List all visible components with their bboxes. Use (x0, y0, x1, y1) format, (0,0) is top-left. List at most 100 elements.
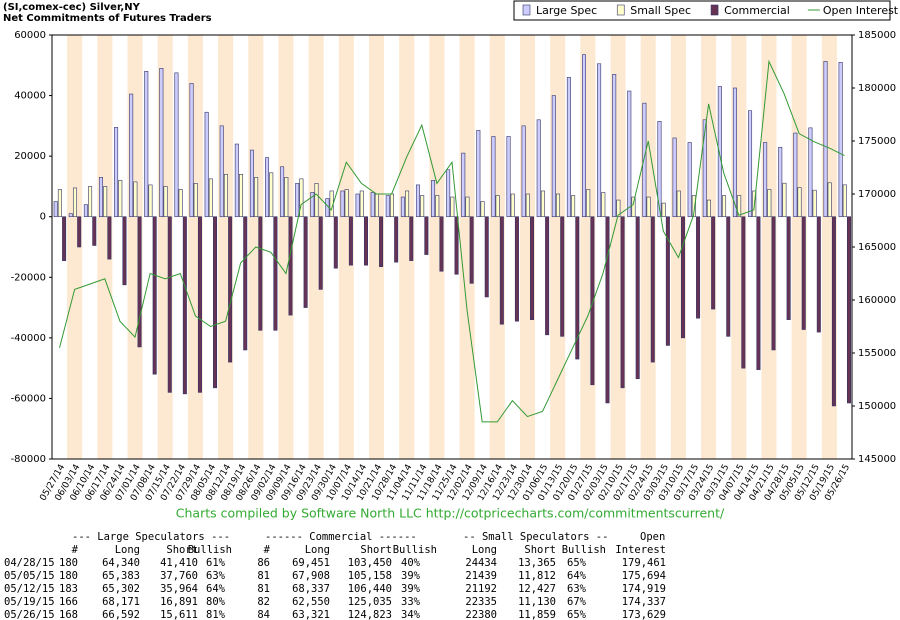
bar (461, 152, 466, 218)
table-cell: 39% (401, 583, 421, 595)
bar (72, 187, 77, 218)
table-cell: 175,694 (622, 570, 666, 582)
y-tick-label: 60000 (14, 30, 46, 41)
bar (696, 216, 701, 319)
table-cell: 12,427 (518, 583, 556, 595)
y2-tick-label: 145000 (858, 454, 896, 465)
table-header: Bullish (562, 544, 606, 556)
table-header: Short (524, 544, 556, 556)
bar (107, 216, 112, 260)
credit: Charts compiled by Software North LLC ht… (176, 506, 725, 521)
stripe (97, 35, 113, 459)
table-cell: 05/19/15 (4, 596, 55, 608)
bar (763, 142, 768, 218)
stripe (67, 35, 83, 459)
bar (394, 216, 399, 263)
bar (657, 121, 662, 218)
bar (842, 184, 847, 218)
bar (808, 127, 813, 218)
bar (450, 196, 455, 218)
bar (454, 216, 459, 275)
table-cell: 61% (206, 557, 226, 569)
bar (465, 196, 470, 218)
bar (722, 195, 727, 218)
table-cell: 40% (401, 557, 421, 569)
bar (295, 183, 300, 218)
table-header: Long (472, 544, 497, 556)
bar (249, 149, 254, 218)
y2-tick-label: 170000 (858, 189, 896, 200)
table-cell: 86 (257, 557, 270, 569)
bar (103, 186, 108, 218)
table-cell: 67,908 (292, 570, 330, 582)
bar (340, 190, 345, 218)
table-cell: 05/26/15 (4, 609, 55, 620)
table-cell: 173,629 (622, 609, 666, 620)
bar (400, 196, 405, 218)
bar (778, 146, 783, 218)
table-cell: 125,035 (348, 596, 392, 608)
bar (83, 204, 88, 218)
bar (782, 182, 787, 218)
legend-swatch (522, 4, 531, 16)
bar (847, 216, 852, 404)
table-header: # (264, 544, 271, 556)
table-cell: 174,919 (622, 583, 666, 595)
bar (586, 189, 591, 218)
bar (737, 195, 742, 218)
bar (129, 93, 134, 218)
table-cell: 41,410 (160, 557, 198, 569)
stripe (278, 35, 294, 459)
bar (612, 74, 617, 218)
legend-swatch (616, 4, 625, 16)
table-group-header: ------ Commercial ------ (265, 531, 417, 543)
bar (197, 216, 202, 393)
table-cell: 11,812 (518, 570, 556, 582)
bar (273, 216, 278, 331)
bar (816, 216, 821, 333)
y2-tick-label: 155000 (858, 348, 896, 359)
bar (333, 216, 338, 269)
y-tick-label: -40000 (11, 333, 46, 344)
bar (476, 130, 481, 218)
bar (228, 216, 233, 363)
bar (620, 216, 625, 389)
bar (717, 86, 722, 218)
bar (431, 180, 436, 218)
table-group-header: --- Large Speculators --- (72, 531, 230, 543)
bar (92, 216, 97, 246)
table-group-header: -- Small Speculators -- (463, 531, 608, 543)
table-cell: 81% (206, 609, 226, 620)
bar (182, 216, 187, 395)
bar (53, 201, 58, 218)
bar (77, 216, 82, 248)
bar (741, 216, 746, 369)
bar (469, 216, 474, 284)
bar (348, 216, 353, 266)
bar (424, 216, 429, 255)
stripe (338, 35, 354, 459)
stripe (761, 35, 777, 459)
legend-swatch (710, 4, 719, 16)
bar (219, 125, 224, 218)
bar (310, 192, 315, 218)
bar (793, 132, 798, 218)
y-tick-label: 20000 (14, 151, 46, 162)
bar (748, 110, 753, 218)
bar (374, 193, 379, 218)
bar (243, 216, 248, 351)
table-cell: 16,891 (160, 596, 198, 608)
bar (389, 193, 394, 218)
table-cell: 80% (206, 596, 226, 608)
bar (635, 216, 640, 380)
bar (691, 195, 696, 218)
table-cell: 22380 (465, 609, 497, 620)
bar (152, 216, 157, 375)
bar (405, 190, 410, 218)
table-cell: 33% (401, 596, 421, 608)
table-header: Long (305, 544, 330, 556)
table-cell: 105,158 (348, 570, 392, 582)
bar (62, 216, 67, 261)
bar (510, 193, 515, 218)
legend-label: Large Spec (536, 4, 597, 17)
